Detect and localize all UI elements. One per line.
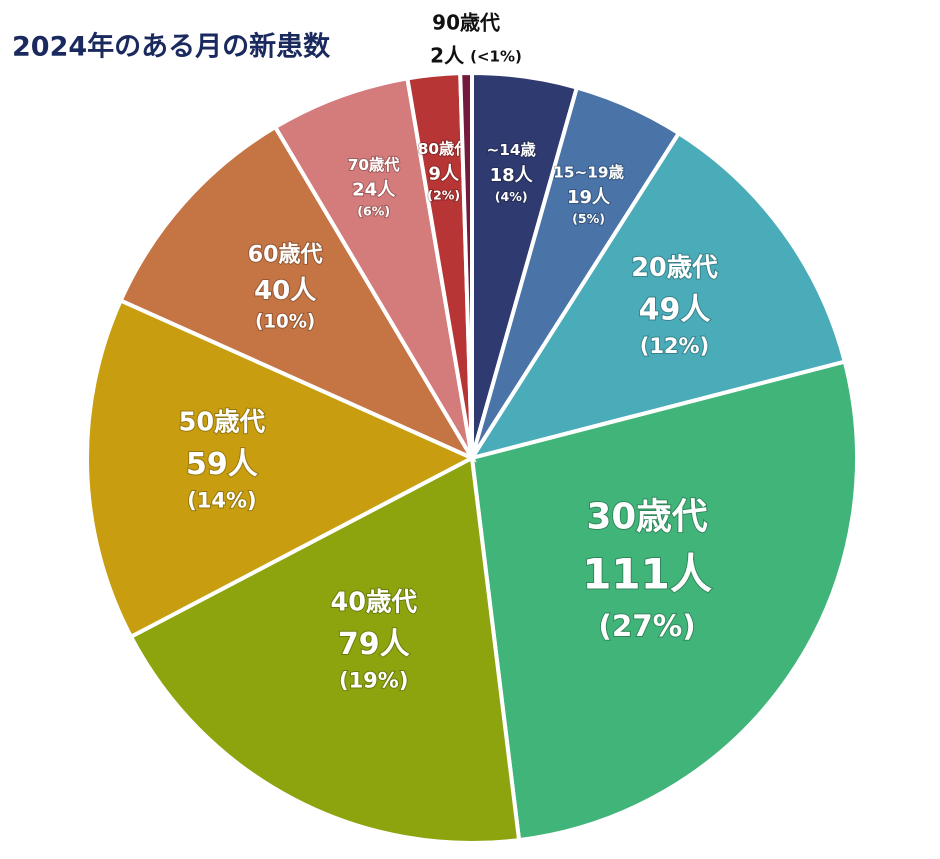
value-label: 2人 xyxy=(430,44,465,68)
percent-label: (<1%) xyxy=(470,48,522,66)
slice-label: 60歳代 xyxy=(248,242,323,268)
percent-label: (2%) xyxy=(427,188,460,203)
percent-label: (5%) xyxy=(572,211,605,226)
slice-label: 50歳代 xyxy=(179,408,266,438)
value-label: 59人 xyxy=(186,447,258,482)
value-label: 18人 xyxy=(490,165,534,186)
slice-label: 90歳代 xyxy=(432,11,500,35)
slice-label: 30歳代 xyxy=(587,496,708,537)
pie-slice xyxy=(469,359,859,843)
value-label: 111人 xyxy=(582,550,712,599)
percent-label: (14%) xyxy=(187,489,256,513)
pie-slice xyxy=(118,124,477,463)
value-label: 24人 xyxy=(352,180,396,201)
value-label: 19人 xyxy=(567,187,611,208)
slice-label: 15~19歳 xyxy=(553,163,624,181)
slice-label: 80歳代 xyxy=(418,140,471,158)
pie-slice xyxy=(128,454,522,845)
slice-label: 40歳代 xyxy=(330,588,417,618)
chart-title: 2024年のある月の新患数 xyxy=(12,31,331,63)
percent-label: (19%) xyxy=(339,669,408,693)
pie-slice xyxy=(458,70,474,459)
value-label: 9人 xyxy=(428,164,460,185)
pie-slice xyxy=(85,297,477,640)
value-label: 49人 xyxy=(639,292,711,327)
percent-label: (6%) xyxy=(357,204,390,219)
value-label: 40人 xyxy=(254,276,316,306)
slice-label: 20歳代 xyxy=(631,253,718,283)
value-label: 79人 xyxy=(338,627,410,662)
percent-label: (4%) xyxy=(495,189,528,204)
pie-slice xyxy=(467,130,848,462)
percent-label: (12%) xyxy=(640,334,709,358)
percent-label: (27%) xyxy=(598,609,695,643)
percent-label: (10%) xyxy=(255,312,315,333)
slice-label: ~14歳 xyxy=(486,141,536,159)
slice-label: 70歳代 xyxy=(348,156,401,174)
